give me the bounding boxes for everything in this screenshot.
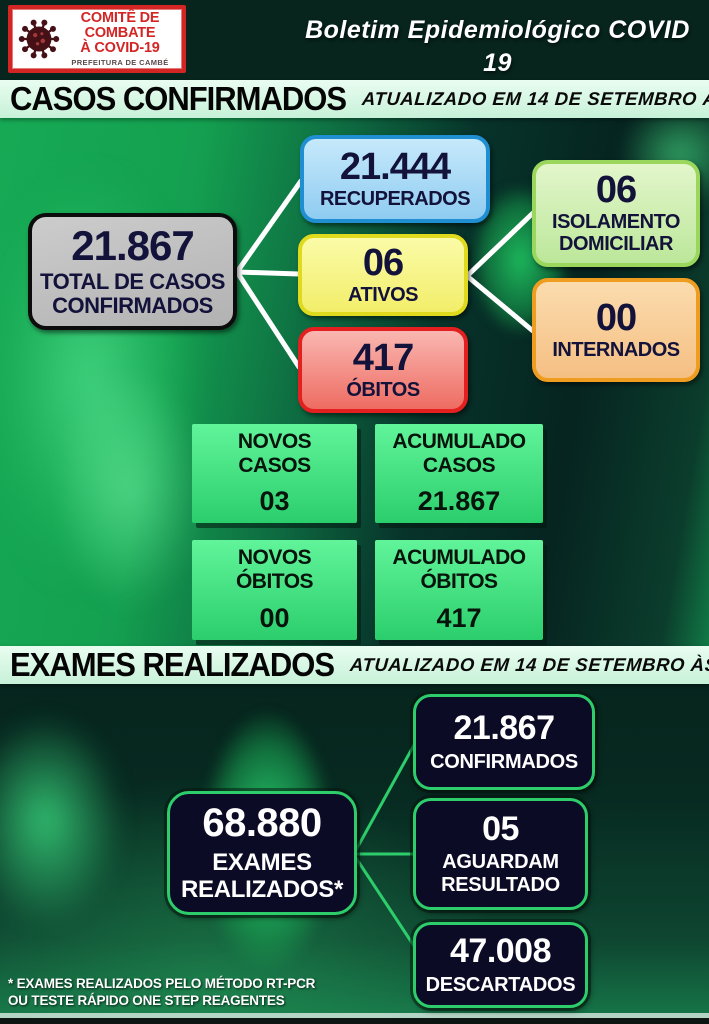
- logo-line2: À COVID-19: [80, 40, 160, 57]
- cumulative-cases-box: ACUMULADO CASOS 21.867: [375, 424, 543, 523]
- virus-icon: [18, 19, 60, 59]
- total-exams-label: EXAMES REALIZADOS*: [180, 849, 344, 903]
- new-deaths-value: 00: [259, 602, 290, 633]
- confirmed-exams-box: 21.867 CONFIRMADOS: [413, 694, 595, 790]
- footnote-line2: OU TESTE RÁPIDO ONE STEP REAGENTES: [8, 992, 285, 1008]
- awaiting-results-value: 05: [482, 809, 519, 848]
- new-cases-box: NOVOS CASOS 03: [192, 424, 357, 523]
- active-cases-label: ATIVOS: [348, 283, 418, 306]
- cumulative-cases-value: 21.867: [417, 486, 501, 517]
- total-exams-box: 68.880 EXAMES REALIZADOS*: [167, 791, 357, 915]
- discarded-exams-value: 47.008: [450, 931, 552, 970]
- footnote-line1: * EXAMES REALIZADOS PELO MÉTODO RT-PCR: [8, 976, 316, 991]
- new-cases-value: 03: [259, 486, 290, 517]
- casos-banner-updated: ATUALIZADO EM 14 DE SETEMBRO ÀS 13:00H: [361, 88, 709, 109]
- home-isolation-value: 06: [595, 169, 637, 212]
- bottom-divider: [0, 1013, 709, 1018]
- bottom-edge: [0, 1018, 709, 1024]
- casos-banner: CASOS CONFIRMADOS ATUALIZADO EM 14 DE SE…: [0, 80, 709, 118]
- hospitalized-label: INTERNADOS: [552, 338, 680, 361]
- awaiting-results-label: AGUARDAM RESULTADO: [441, 851, 560, 896]
- awaiting-results-box: 05 AGUARDAM RESULTADO: [413, 798, 588, 910]
- footnote: * EXAMES REALIZADOS PELO MÉTODO RT-PCR O…: [8, 976, 315, 1010]
- cumulative-deaths-box: ACUMULADO ÓBITOS 417: [375, 540, 543, 640]
- active-cases-value: 06: [362, 241, 404, 284]
- discarded-exams-box: 47.008 DESCARTADOS: [413, 922, 588, 1008]
- confirmed-exams-label: CONFIRMADOS: [430, 750, 578, 773]
- total-cases-box: 21.867 TOTAL DE CASOS CONFIRMADOS: [28, 213, 237, 330]
- cumulative-deaths-label: ACUMULADO ÓBITOS: [392, 546, 526, 593]
- exames-banner-title: EXAMES REALIZADOS: [10, 645, 335, 684]
- logo-line3: PREFEITURA DE CAMBÉ: [71, 58, 169, 68]
- page-title-line1: Boletim Epidemiológico COVID 19: [305, 16, 690, 77]
- total-exams-value: 68.880: [202, 801, 322, 846]
- home-isolation-box: 06 ISOLAMENTO DOMICILIAR: [532, 160, 700, 267]
- deaths-box: 417 ÓBITOS: [298, 327, 468, 413]
- total-cases-value: 21.867: [71, 222, 194, 270]
- new-cases-label: NOVOS CASOS: [237, 429, 312, 477]
- confirmed-exams-value: 21.867: [453, 708, 556, 747]
- exames-banner: EXAMES REALIZADOS ATUALIZADO EM 14 DE SE…: [0, 646, 709, 684]
- cumulative-deaths-value: 417: [436, 602, 482, 633]
- recovered-box: 21.444 RECUPERADOS: [300, 135, 490, 223]
- new-deaths-box: NOVOS ÓBITOS 00: [192, 540, 357, 640]
- active-cases-box: 06 ATIVOS: [298, 234, 468, 316]
- hospitalized-value: 00: [595, 296, 637, 339]
- total-cases-label: TOTAL DE CASOS CONFIRMADOS: [40, 269, 225, 318]
- home-isolation-label: ISOLAMENTO DOMICILIAR: [552, 211, 680, 255]
- logo-line1: COMITÊ DE COMBATE: [80, 9, 160, 41]
- recovered-value: 21.444: [339, 145, 451, 188]
- discarded-exams-label: DESCARTADOS: [425, 973, 576, 996]
- hospitalized-box: 00 INTERNADOS: [532, 278, 700, 382]
- committee-logo: COMITÊ DE COMBATE À COVID-19 PREFEITURA …: [8, 5, 186, 73]
- recovered-label: RECUPERADOS: [319, 187, 471, 210]
- new-deaths-label: NOVOS ÓBITOS: [235, 546, 314, 593]
- logo-text: COMITÊ DE COMBATE À COVID-19 PREFEITURA …: [62, 9, 178, 68]
- casos-banner-title: CASOS CONFIRMADOS: [10, 79, 347, 118]
- exames-banner-updated: ATUALIZADO EM 14 DE SETEMBRO ÀS 13:00H: [349, 654, 709, 675]
- deaths-value: 417: [352, 336, 414, 379]
- cumulative-cases-label: ACUMULADO CASOS: [392, 429, 526, 477]
- deaths-label: ÓBITOS: [346, 378, 420, 401]
